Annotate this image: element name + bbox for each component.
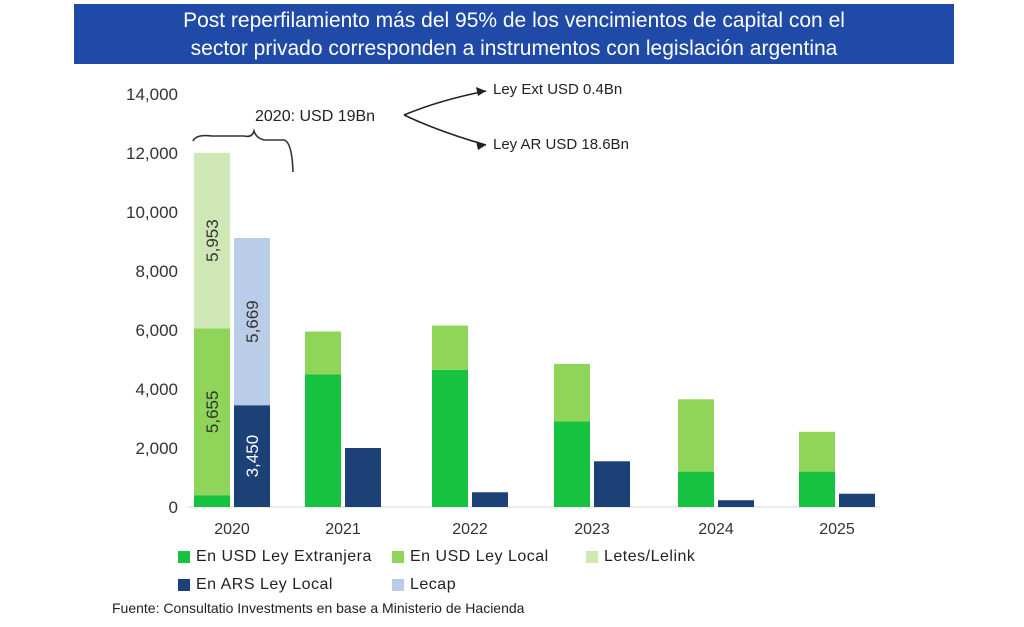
x-tick-label: 2023 — [574, 521, 610, 538]
arrow-line-ley-ext — [403, 90, 487, 116]
arrow-line-ley-ar — [403, 114, 487, 146]
bar-segment — [718, 500, 754, 507]
legend-item-usd-ley-extranjera: En USD Ley Extranjera — [178, 546, 372, 568]
x-tick-label: 2020 — [214, 521, 250, 538]
bar-segment — [799, 471, 835, 507]
bar-segment — [432, 369, 468, 507]
bar-segment — [194, 152, 230, 329]
bar-segment — [234, 405, 270, 507]
annotation-ley-ext: Ley Ext USD 0.4Bn — [493, 81, 622, 98]
bar-segment — [194, 495, 230, 507]
chart-title-line-2: sector privado corresponden a instrument… — [190, 37, 838, 60]
y-tick-label: 8,000 — [135, 262, 178, 281]
legend-label: En USD Ley Local — [410, 548, 549, 565]
y-tick-label: 4,000 — [135, 380, 178, 399]
legend-item-lecap: Lecap — [392, 574, 456, 596]
bar-segment — [305, 374, 341, 507]
bar-segment — [345, 448, 381, 507]
y-tick-label: 0 — [169, 498, 178, 517]
y-tick-label: 10,000 — [126, 203, 178, 222]
bar-data-label: 5,669 — [243, 300, 262, 343]
x-tick-label: 2025 — [819, 521, 855, 538]
legend-swatch-usd-ley-local — [392, 551, 404, 563]
legend-label: Letes/Lelink — [604, 548, 696, 565]
legend-label: Lecap — [410, 576, 457, 593]
bar-data-label: 3,450 — [243, 435, 262, 478]
bracket-label: 2020: USD 19Bn — [255, 108, 375, 125]
y-tick-label: 12,000 — [126, 144, 178, 163]
bar-segment — [799, 431, 835, 472]
title-banner: Post reperfilamiento más del 95% de los … — [74, 4, 954, 64]
x-tick-label: 2022 — [452, 521, 488, 538]
y-tick-label: 2,000 — [135, 439, 178, 458]
bar-segment — [234, 237, 270, 406]
legend-swatch-lecap — [392, 579, 404, 591]
bar-segment — [305, 331, 341, 375]
chart-legend: En USD Ley Extranjera En USD Ley Local L… — [178, 546, 878, 602]
annotation-ley-ar: Ley AR USD 18.6Bn — [493, 136, 629, 153]
legend-label: En ARS Ley Local — [196, 576, 333, 593]
bar-segment — [594, 461, 630, 507]
arrow-head-ley-ar — [476, 141, 486, 150]
legend-item-letes-lelink: Letes/Lelink — [586, 546, 695, 568]
bar-segment — [839, 493, 875, 507]
bar-segment — [432, 325, 468, 370]
chart-title-line-1: Post reperfilamiento más del 95% de los … — [183, 9, 845, 32]
y-tick-label: 14,000 — [126, 85, 178, 104]
x-tick-label: 2024 — [698, 521, 734, 538]
bracket-annotation — [192, 128, 294, 173]
bar-segment — [554, 363, 590, 422]
bar-segment — [194, 328, 230, 496]
source-note: Fuente: Consultatio Investments en base … — [112, 600, 525, 616]
bar-segment — [472, 492, 508, 507]
x-tick-label: 2021 — [325, 521, 361, 538]
arrow-head-ley-ext — [476, 87, 486, 96]
legend-label: En USD Ley Extranjera — [196, 548, 372, 565]
y-tick-label: 6,000 — [135, 321, 178, 340]
legend-item-ars-ley-local: En ARS Ley Local — [178, 574, 333, 596]
legend-swatch-ars-ley-local — [178, 579, 190, 591]
bar-data-label: 5,953 — [203, 219, 222, 262]
legend-swatch-usd-ley-extranjera — [178, 551, 190, 563]
bar-data-label: 5,655 — [203, 391, 222, 434]
legend-swatch-letes-lelink — [586, 551, 598, 563]
bar-segment — [554, 421, 590, 507]
bar-segment — [678, 399, 714, 472]
legend-item-usd-ley-local: En USD Ley Local — [392, 546, 549, 568]
bar-segment — [678, 471, 714, 507]
